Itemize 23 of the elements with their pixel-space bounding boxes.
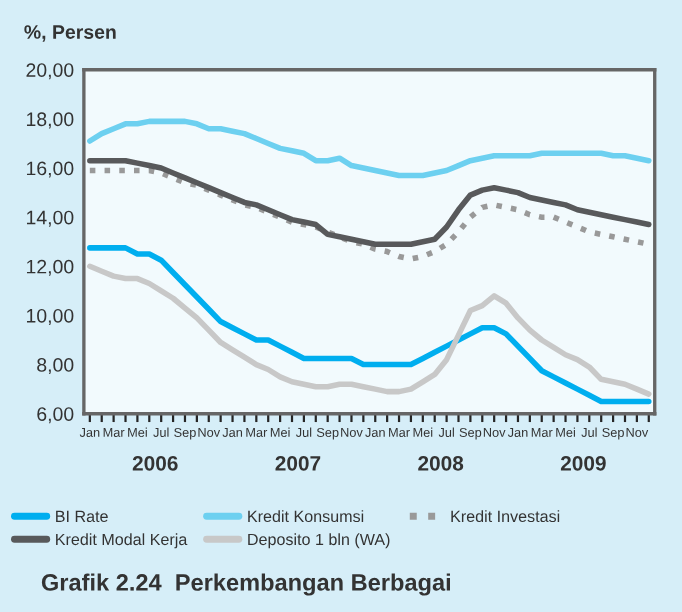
text: Grafik 2.24 Perkembangan Berbagai: [41, 573, 450, 596]
line-series: [87, 245, 652, 405]
text: 2009: [560, 455, 606, 471]
y-tick-label: 8,00: [37, 358, 74, 375]
y-tick-label: 6,00: [37, 407, 74, 424]
y-tick-label: 10,00: [26, 308, 74, 325]
y-axis-title: %, Persen: [24, 25, 116, 42]
y-tick-label: 20,00: [26, 63, 74, 80]
text: 2006: [132, 455, 178, 471]
y-tick-label: 14,00: [26, 210, 74, 227]
y-tick-label: 12,00: [26, 259, 74, 276]
legend-label: BI Rate: [56, 510, 108, 523]
legend-label: Kredit Konsumsi: [248, 510, 364, 523]
y-tick-label: 16,00: [26, 161, 74, 178]
legend-label: Kredit Investasi: [451, 510, 560, 523]
line-series: [87, 157, 652, 247]
line-series: [87, 263, 652, 397]
text: 2008: [418, 455, 464, 471]
legend-label: Deposito 1 bln (WA): [248, 533, 390, 549]
legend-label: Kredit Modal Kerja: [56, 533, 188, 549]
text: 2007: [275, 455, 321, 471]
line-series: [87, 118, 652, 179]
y-tick-label: 18,00: [26, 112, 74, 129]
